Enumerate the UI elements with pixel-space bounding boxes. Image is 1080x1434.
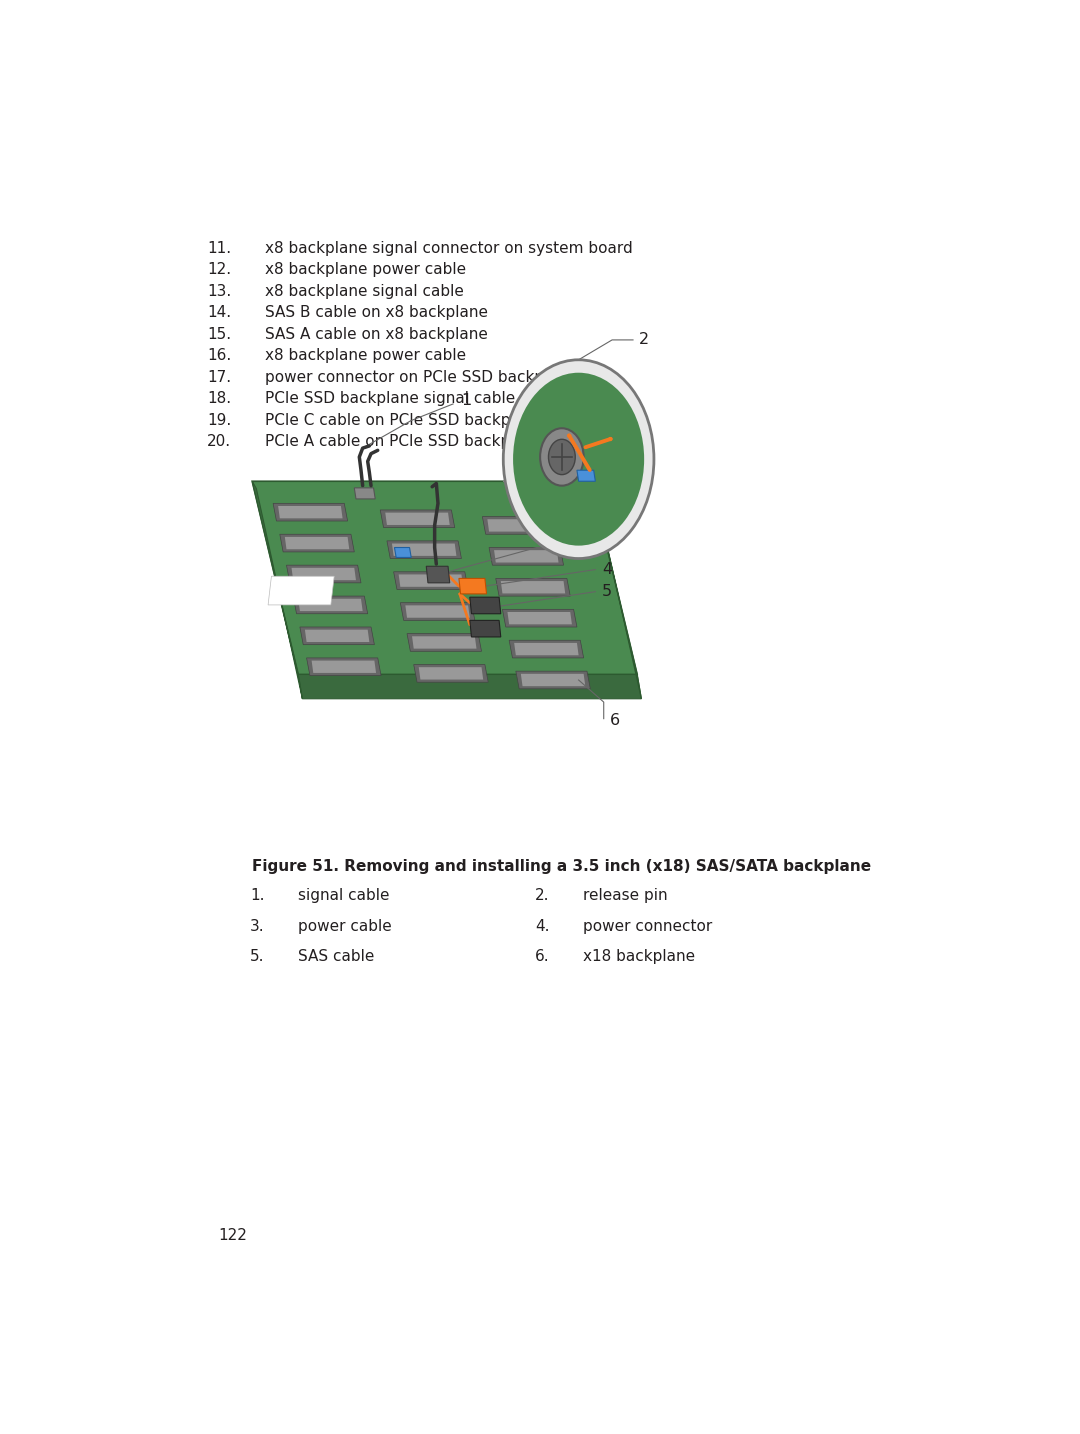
Text: PCIe A cable on PCIe SSD backplane: PCIe A cable on PCIe SSD backplane	[265, 435, 543, 449]
Polygon shape	[286, 565, 361, 582]
Text: 3: 3	[602, 541, 612, 555]
Polygon shape	[521, 674, 585, 687]
Text: SAS A cable on x8 backplane: SAS A cable on x8 backplane	[265, 327, 487, 341]
Text: x8 backplane signal connector on system board: x8 backplane signal connector on system …	[265, 241, 633, 255]
Polygon shape	[459, 578, 486, 594]
Text: 13.: 13.	[207, 284, 231, 298]
Polygon shape	[268, 576, 334, 605]
Polygon shape	[502, 609, 577, 627]
Text: PCIe SSD backplane signal cable: PCIe SSD backplane signal cable	[265, 391, 515, 406]
Polygon shape	[419, 667, 483, 680]
Text: x8 backplane signal cable: x8 backplane signal cable	[265, 284, 463, 298]
Text: release pin: release pin	[583, 888, 667, 902]
Polygon shape	[392, 543, 457, 556]
Text: x18 backplane: x18 backplane	[583, 949, 694, 965]
Text: SAS B cable on x8 backplane: SAS B cable on x8 backplane	[265, 305, 488, 320]
Text: 4: 4	[602, 562, 612, 576]
Text: power connector on PCIe SSD backplane: power connector on PCIe SSD backplane	[265, 370, 577, 384]
Text: 14.: 14.	[207, 305, 231, 320]
Polygon shape	[401, 602, 475, 621]
Text: 15.: 15.	[207, 327, 231, 341]
Text: 2: 2	[639, 333, 649, 347]
Polygon shape	[494, 551, 558, 562]
Text: x8 backplane power cable: x8 backplane power cable	[265, 262, 465, 277]
Polygon shape	[298, 674, 642, 698]
Polygon shape	[407, 634, 482, 651]
Text: SAS cable: SAS cable	[298, 949, 375, 965]
Polygon shape	[508, 612, 572, 624]
Polygon shape	[279, 506, 342, 518]
Circle shape	[503, 360, 654, 559]
Text: x8 backplane power cable: x8 backplane power cable	[265, 348, 465, 363]
Polygon shape	[509, 640, 583, 658]
Polygon shape	[496, 578, 570, 597]
Polygon shape	[413, 637, 476, 648]
Polygon shape	[386, 512, 449, 525]
Text: 11.: 11.	[207, 241, 231, 255]
Text: 6.: 6.	[535, 949, 550, 965]
Polygon shape	[354, 488, 375, 499]
Polygon shape	[298, 599, 363, 611]
Polygon shape	[483, 516, 557, 535]
Polygon shape	[253, 482, 637, 674]
Text: 5: 5	[602, 584, 612, 599]
Text: 122: 122	[218, 1228, 247, 1243]
Polygon shape	[312, 661, 376, 673]
Text: 2.: 2.	[535, 888, 550, 902]
Text: power connector: power connector	[583, 919, 712, 934]
Text: power cable: power cable	[298, 919, 392, 934]
Polygon shape	[470, 621, 501, 637]
Text: 4.: 4.	[535, 919, 550, 934]
Text: 3.: 3.	[251, 919, 265, 934]
Text: 16.: 16.	[207, 348, 231, 363]
Text: 17.: 17.	[207, 370, 231, 384]
Polygon shape	[307, 658, 381, 675]
Text: 1.: 1.	[251, 888, 265, 902]
Text: 19.: 19.	[207, 413, 231, 427]
Polygon shape	[414, 664, 488, 683]
Polygon shape	[501, 581, 565, 594]
Polygon shape	[273, 503, 348, 521]
Polygon shape	[591, 482, 642, 698]
Circle shape	[549, 439, 576, 475]
Text: 6: 6	[609, 713, 620, 728]
Text: PCIe C cable on PCIe SSD backplane: PCIe C cable on PCIe SSD backplane	[265, 413, 543, 427]
Polygon shape	[516, 671, 591, 688]
Polygon shape	[253, 482, 302, 698]
Polygon shape	[470, 597, 501, 614]
Polygon shape	[292, 568, 356, 581]
Polygon shape	[405, 605, 470, 618]
Polygon shape	[394, 548, 411, 558]
Text: 1: 1	[461, 393, 472, 409]
Polygon shape	[393, 572, 468, 589]
Polygon shape	[380, 511, 455, 528]
Text: signal cable: signal cable	[298, 888, 390, 902]
Text: 5.: 5.	[251, 949, 265, 965]
Polygon shape	[577, 470, 595, 482]
Polygon shape	[300, 627, 375, 645]
Polygon shape	[293, 597, 367, 614]
Circle shape	[513, 373, 644, 545]
Polygon shape	[399, 575, 463, 587]
Text: Figure 51. Removing and installing a 3.5 inch (x18) SAS/SATA backplane: Figure 51. Removing and installing a 3.5…	[253, 859, 872, 873]
Polygon shape	[285, 536, 349, 549]
Polygon shape	[489, 548, 564, 565]
Polygon shape	[427, 566, 449, 582]
Text: 20.: 20.	[207, 435, 231, 449]
Circle shape	[540, 429, 583, 486]
Polygon shape	[487, 519, 552, 532]
Text: 18.: 18.	[207, 391, 231, 406]
Polygon shape	[514, 642, 579, 655]
Text: 12.: 12.	[207, 262, 231, 277]
Polygon shape	[280, 535, 354, 552]
Polygon shape	[387, 541, 461, 559]
Polygon shape	[305, 630, 369, 642]
